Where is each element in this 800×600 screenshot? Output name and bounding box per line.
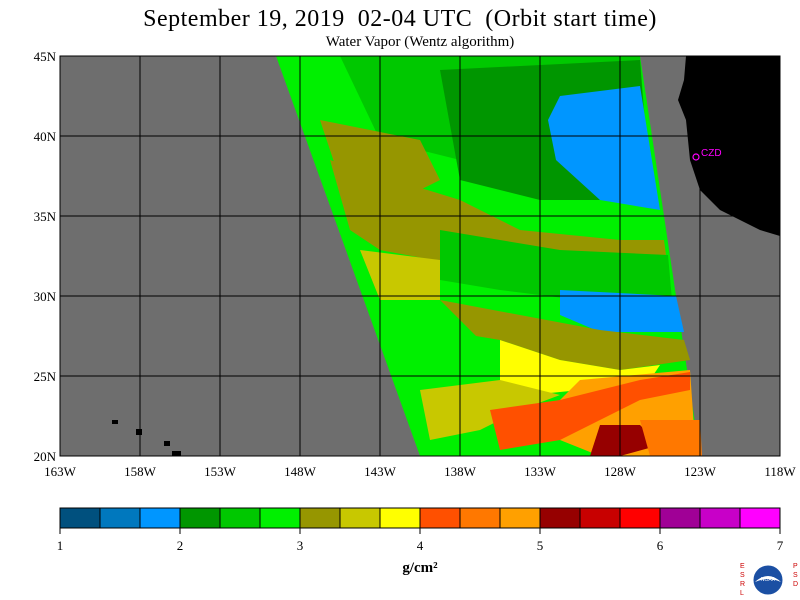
colorbar-swatch [459, 507, 501, 529]
swath-band [640, 420, 702, 456]
swath-band [330, 160, 668, 275]
chart-title: September 19, 2019 02-04 UTC (Orbit star… [143, 6, 657, 32]
lat-tick-label: 20N [34, 449, 57, 464]
lon-tick-label: 158W [124, 464, 157, 479]
colorbar-swatch [219, 507, 261, 529]
swath-band [380, 300, 500, 410]
lat-tick-label: 30N [34, 289, 57, 304]
swath-band [440, 230, 672, 300]
colorbar-swatch [579, 507, 621, 529]
colorbar-tick-label: 7 [777, 538, 784, 553]
colorbar-swatch [659, 507, 701, 529]
colorbar-swatch [499, 507, 541, 529]
swath-band [440, 300, 690, 370]
lon-tick-label: 138W [444, 464, 477, 479]
colorbar-tick-label: 4 [417, 538, 424, 553]
hawaiian-islands [112, 420, 181, 456]
colorbar-swatch [379, 507, 421, 529]
latitude-labels: 45N 40N 35N 30N 25N 20N [34, 49, 57, 464]
colorbar-tick-label: 6 [657, 538, 664, 553]
station-label: CZD [701, 148, 722, 159]
colorbar-swatch [99, 507, 141, 529]
colorbar-swatch [419, 507, 461, 529]
lon-tick-label: 153W [204, 464, 237, 479]
lat-tick-label: 25N [34, 369, 57, 384]
noaa-emblem-label: NOAA [761, 577, 776, 583]
map-frame [59, 55, 781, 457]
colorbar-swatch [179, 507, 221, 529]
lon-tick-label: 128W [604, 464, 637, 479]
lon-tick-label: 148W [284, 464, 317, 479]
longitude-labels: 163W 158W 153W 148W 143W 138W 133W 128W 123W 118W [44, 464, 796, 479]
colorbar-swatch [539, 507, 581, 529]
colorbar-tick-label: 3 [297, 538, 304, 553]
graticule [60, 56, 780, 456]
swath-band [560, 290, 684, 332]
colorbar-ticks: 1 2 3 4 5 6 7 [57, 528, 784, 553]
colorbar-swatch [299, 507, 341, 529]
colorbar-tick-label: 2 [177, 538, 184, 553]
lon-tick-label: 163W [44, 464, 77, 479]
station-marker [692, 153, 700, 161]
colorbar-swatch [259, 507, 301, 529]
chart-subtitle: Water Vapor (Wentz algorithm) [325, 34, 515, 50]
lat-tick-label: 35N [34, 209, 57, 224]
lat-tick-label: 40N [34, 129, 57, 144]
colorbar-swatch [619, 507, 661, 529]
coast-landmass [678, 56, 780, 236]
colorbar-swatch [59, 507, 101, 529]
noaa-bird-icon [755, 576, 781, 582]
lat-tick-label: 45N [34, 49, 57, 64]
colorbar-swatch [739, 507, 781, 529]
swath-band [590, 425, 660, 456]
colorbar-swatch [139, 507, 181, 529]
colorbar-tick-label: 5 [537, 538, 544, 553]
lon-tick-label: 118W [764, 464, 796, 479]
colorbar [59, 507, 781, 529]
swath-band [548, 86, 660, 210]
lon-tick-label: 123W [684, 464, 717, 479]
noaa-emblem-icon [752, 564, 784, 596]
colorbar-tick-label: 1 [57, 538, 64, 553]
colorbar-swatch [699, 507, 741, 529]
lon-tick-label: 143W [364, 464, 397, 479]
colorbar-unit: g/cm² [402, 560, 438, 576]
lon-tick-label: 133W [524, 464, 557, 479]
colorbar-swatch [339, 507, 381, 529]
